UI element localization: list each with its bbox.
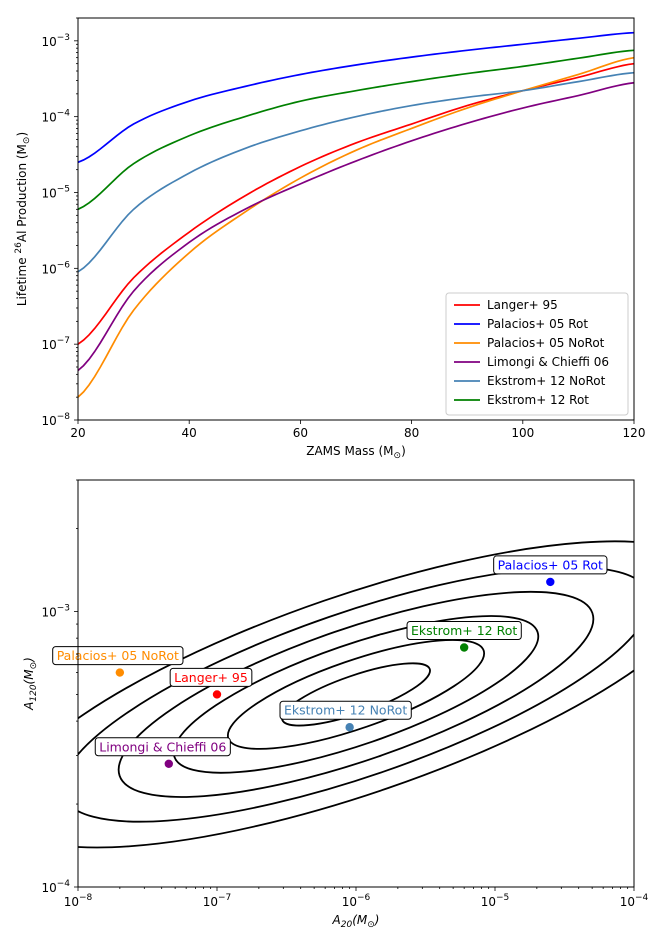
- annotation-label: Palacios+ 05 Rot: [498, 557, 603, 572]
- annotation-box: [279, 700, 412, 720]
- annotation-label: Ekstrom+ 12 Rot: [411, 623, 517, 638]
- bottom-ytick-label: 10−3: [41, 603, 70, 619]
- bottom-xtick-label: 10−6: [342, 893, 371, 909]
- contour-ring: [78, 540, 634, 849]
- bottom-ytick-label: 10−4: [41, 879, 70, 895]
- top-x-axis-label: ZAMS Mass (M⊙): [306, 444, 406, 461]
- top-xtick-label: 60: [293, 426, 308, 440]
- legend-entry: Ekstrom+ 12 NoRot: [487, 374, 606, 388]
- point-annotation: Palacios+ 05 NoRot: [52, 646, 184, 666]
- top-xtick-label: 120: [623, 426, 646, 440]
- model-point: [546, 577, 555, 587]
- annotation-label: Limongi & Chieffi 06: [99, 739, 226, 754]
- top-ytick-label: 10−4: [41, 109, 70, 125]
- model-point: [212, 690, 222, 699]
- annotation-box: [493, 555, 608, 575]
- top-plot-frame: [77, 17, 635, 421]
- bottom-xtick-label: 10−7: [203, 893, 232, 909]
- model-point: [164, 759, 173, 768]
- contour-lines: [78, 540, 634, 849]
- bottom-xtick-label: 10−5: [481, 893, 510, 909]
- bottom-ticks: 10−8 10−7 10−6 10−5 10−4 10−4 10−3: [41, 479, 649, 909]
- contour-ring: [281, 662, 431, 727]
- top-curves: [77, 31, 635, 398]
- annotation-label: Palacios+ 05 NoRot: [57, 648, 179, 663]
- a20-a120-chart: Palacios+ 05 Rot Ekstrom+ 12 Rot Palacios+…: [22, 479, 649, 930]
- contour-ring: [117, 590, 595, 798]
- bottom-xtick-label: 10−8: [64, 893, 93, 909]
- series-line-0: [77, 62, 635, 345]
- legend-entry: Palacios+ 05 Rot: [487, 317, 588, 331]
- top-legend: Langer+ 95 Palacios+ 05 Rot Palacios+ 05 N…: [445, 292, 629, 416]
- series-line-5: [77, 49, 635, 211]
- lifetime-production-chart: 20 40 60 80 100 120 10−8 10−7 10−6 10−5 10−4 10−3 Z…: [14, 17, 646, 461]
- annotation-box: [94, 737, 231, 757]
- top-ytick-label: 10−7: [41, 336, 70, 352]
- bottom-x-axis-label: A20(M⊙): [332, 913, 380, 930]
- top-ytick-label: 10−8: [41, 412, 70, 428]
- top-ytick-label: 10−6: [41, 260, 70, 276]
- model-points: Palacios+ 05 Rot Ekstrom+ 12 Rot Palacios+…: [52, 555, 608, 768]
- contour-ring: [172, 615, 540, 774]
- series-line-1: [77, 31, 635, 164]
- point-annotation: Ekstrom+ 12 Rot: [406, 620, 522, 640]
- top-xtick-label: 80: [404, 426, 419, 440]
- series-line-4: [77, 71, 635, 273]
- series-line-2: [77, 56, 635, 398]
- model-point: [459, 643, 469, 652]
- model-point: [115, 668, 125, 677]
- annotation-label: Langer+ 95: [174, 670, 248, 685]
- point-annotation: Limongi & Chieffi 06: [94, 737, 231, 757]
- top-xtick-label: 100: [511, 426, 534, 440]
- contour-ring: [78, 566, 634, 823]
- bottom-y-axis-label: A120(M⊙): [22, 657, 39, 711]
- top-ytick-label: 10−3: [41, 33, 70, 49]
- legend-entry: Limongi & Chieffi 06: [487, 355, 609, 369]
- legend-entry: Ekstrom+ 12 Rot: [487, 393, 589, 407]
- legend-box: [445, 292, 629, 416]
- annotation-label: Ekstrom+ 12 NoRot: [284, 703, 407, 718]
- annotation-box: [169, 667, 253, 687]
- point-annotation: Langer+ 95: [169, 667, 253, 687]
- top-xtick-label: 20: [70, 426, 85, 440]
- point-annotation: Palacios+ 05 Rot: [493, 555, 608, 575]
- annotation-box: [52, 646, 184, 666]
- annotation-box: [406, 620, 522, 640]
- top-y-axis-label: Lifetime 26Al Production (M⊙): [14, 132, 32, 306]
- legend-entry: Palacios+ 05 NoRot: [487, 336, 605, 350]
- point-annotation: Ekstrom+ 12 NoRot: [279, 700, 412, 720]
- top-ticks: 20 40 60 80 100 120 10−8 10−7 10−6 10−5 10−4 10−3: [41, 17, 646, 440]
- series-line-3: [77, 81, 635, 372]
- bottom-xtick-label: 10−4: [620, 893, 649, 909]
- top-xtick-label: 40: [182, 426, 197, 440]
- legend-entry: Langer+ 95: [487, 298, 558, 312]
- top-ytick-label: 10−5: [41, 184, 70, 200]
- model-point: [345, 723, 354, 732]
- bottom-plot-frame: [77, 479, 635, 888]
